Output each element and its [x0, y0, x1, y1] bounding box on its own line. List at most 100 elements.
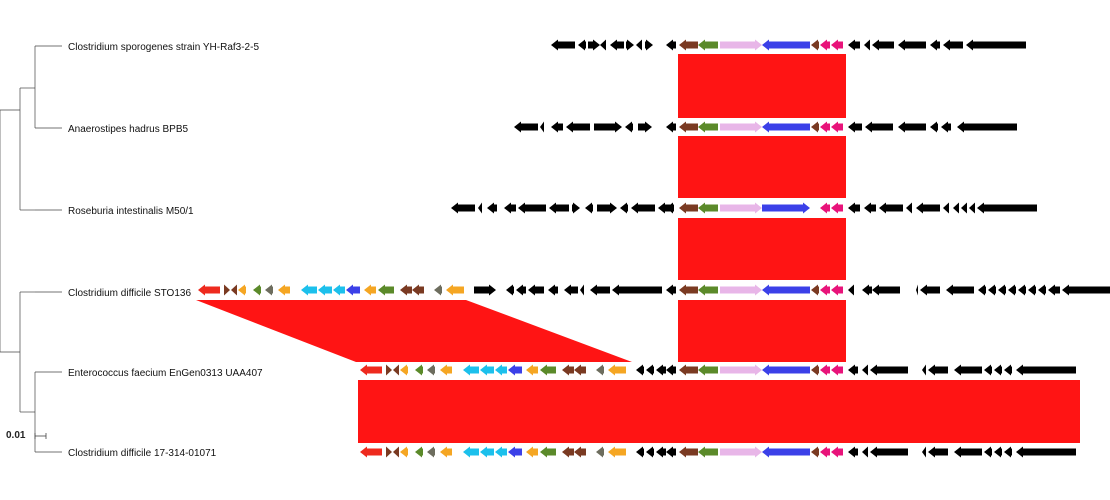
- gene-arrow: [698, 364, 718, 376]
- gene-arrow: [590, 284, 610, 296]
- gene-arrow: [930, 121, 938, 133]
- gene-arrow: [720, 39, 762, 51]
- gene-arrow: [848, 364, 858, 376]
- gene-arrow: [831, 202, 843, 214]
- gene-arrow: [463, 446, 479, 458]
- gene-arrow: [360, 446, 382, 458]
- gene-arrow: [762, 446, 810, 458]
- gene-arrow: [480, 446, 494, 458]
- gene-arrow: [463, 364, 479, 376]
- gene-arrow: [762, 121, 810, 133]
- gene-arrow: [720, 446, 762, 458]
- gene-arrow: [578, 39, 586, 51]
- gene-arrow: [608, 446, 626, 458]
- gene-arrow: [360, 364, 382, 376]
- gene-arrow: [848, 284, 854, 296]
- gene-arrow: [574, 446, 586, 458]
- gene-arrow: [679, 39, 698, 51]
- gene-arrow: [596, 364, 604, 376]
- gene-arrow: [487, 202, 497, 214]
- gene-arrow: [631, 202, 655, 214]
- gene-arrow: [1018, 284, 1026, 296]
- gene-arrow: [811, 39, 819, 51]
- gene-arrow: [862, 364, 868, 376]
- gene-arrow: [658, 202, 670, 214]
- gene-arrow: [831, 364, 843, 376]
- gene-arrow: [636, 364, 644, 376]
- gene-arrow: [495, 446, 507, 458]
- gene-arrow: [870, 446, 908, 458]
- gene-arrow: [548, 284, 558, 296]
- gene-arrow: [1004, 364, 1012, 376]
- gene-arrow: [698, 39, 718, 51]
- gene-arrow: [978, 284, 986, 296]
- gene-arrow: [953, 202, 959, 214]
- gene-arrow: [574, 364, 586, 376]
- gene-arrow: [597, 202, 617, 214]
- gene-arrow: [526, 446, 538, 458]
- gene-arrow: [238, 284, 246, 296]
- gene-arrow: [580, 284, 584, 296]
- gene-arrow: [898, 121, 926, 133]
- gene-arrow: [916, 284, 918, 296]
- gene-arrow: [928, 446, 948, 458]
- gene-arrow: [434, 284, 442, 296]
- gene-arrow: [626, 39, 634, 51]
- gene-arrow: [506, 284, 514, 296]
- gene-arrow: [474, 284, 496, 296]
- gene-arrow: [977, 202, 1037, 214]
- gene-tracks: [198, 39, 1110, 458]
- gene-arrow: [301, 284, 317, 296]
- gene-arrow: [820, 39, 830, 51]
- homology-block: [196, 300, 632, 362]
- gene-arrow: [508, 364, 522, 376]
- gene-arrow: [518, 202, 546, 214]
- gene-arrow: [922, 446, 926, 458]
- gene-arrow: [638, 121, 652, 133]
- gene-arrow: [540, 446, 556, 458]
- gene-arrow: [679, 121, 698, 133]
- gene-arrow: [386, 446, 392, 458]
- gene-arrow: [957, 121, 1017, 133]
- gene-arrow: [566, 121, 590, 133]
- gene-arrow: [870, 364, 908, 376]
- gene-arrow: [848, 446, 858, 458]
- scale-bar-label: 0.01: [6, 430, 26, 441]
- gene-arrow: [495, 364, 507, 376]
- gene-arrow: [720, 364, 762, 376]
- gene-arrow: [564, 284, 578, 296]
- gene-arrow: [679, 446, 698, 458]
- gene-arrow: [941, 121, 951, 133]
- gene-arrow: [988, 284, 996, 296]
- gene-arrow: [698, 121, 718, 133]
- gene-arrow: [848, 39, 860, 51]
- gene-arrow: [820, 284, 830, 296]
- gene-arrow: [1016, 364, 1076, 376]
- gene-arrow: [820, 202, 830, 214]
- gene-arrow: [526, 364, 538, 376]
- gene-arrow: [1038, 284, 1046, 296]
- gene-arrow: [984, 364, 992, 376]
- gene-arrow: [224, 284, 230, 296]
- gene-arrow: [666, 202, 674, 214]
- gene-arrow: [540, 121, 544, 133]
- gene-arrow: [612, 284, 662, 296]
- gene-arrow: [551, 121, 563, 133]
- homology-block: [678, 54, 846, 118]
- gene-arrow: [848, 202, 860, 214]
- gene-arrow: [318, 284, 332, 296]
- homology-block: [678, 136, 846, 198]
- gene-arrow: [278, 284, 290, 296]
- gene-arrow: [400, 284, 412, 296]
- gene-arrow: [1004, 446, 1012, 458]
- homology-block: [678, 300, 846, 362]
- gene-arrow: [698, 202, 718, 214]
- homology-block: [678, 218, 846, 280]
- gene-arrow: [393, 364, 399, 376]
- gene-arrow: [820, 364, 830, 376]
- gene-arrow: [679, 284, 698, 296]
- gene-arrow: [831, 284, 843, 296]
- gene-arrow: [393, 446, 399, 458]
- gene-arrow: [811, 284, 819, 296]
- gene-arrow: [943, 202, 949, 214]
